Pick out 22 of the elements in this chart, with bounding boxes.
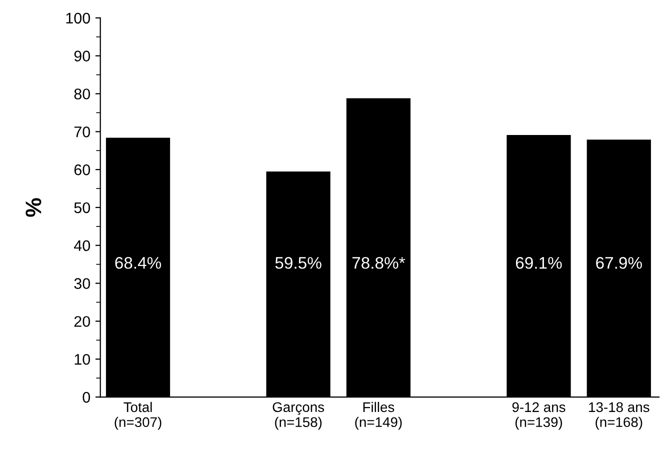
y-tick-label: 80 [74, 88, 90, 100]
y-tick-label: 30 [74, 278, 90, 289]
data-label: 69.1% [516, 257, 562, 269]
x-tick-label: Filles (n=149) [355, 402, 402, 430]
x-tick-label: Garçons (n=158) [272, 402, 324, 430]
x-tick-label: Total (n=307) [114, 402, 162, 430]
y-tick-label: 60 [74, 164, 90, 176]
y-tick-label: 100 [66, 12, 90, 24]
x-tick-label: 13-18 ans (n=168) [589, 402, 650, 430]
data-label: 59.5% [275, 257, 322, 269]
y-tick-label: 0 [82, 392, 90, 403]
x-tick-label: 9-12 ans (n=139) [512, 402, 566, 430]
data-label: 78.8%* [352, 257, 406, 269]
y-tick-label: 20 [74, 316, 90, 327]
y-tick-label: 90 [74, 50, 90, 62]
y-axis-title: % [26, 198, 42, 217]
y-tick-label: 70 [74, 126, 90, 138]
y-tick-label: 40 [74, 240, 90, 252]
y-tick-label: 50 [74, 202, 90, 214]
data-label: 67.9% [596, 257, 642, 269]
data-label: 68.4% [115, 257, 162, 269]
y-tick-label: 10 [74, 354, 90, 365]
